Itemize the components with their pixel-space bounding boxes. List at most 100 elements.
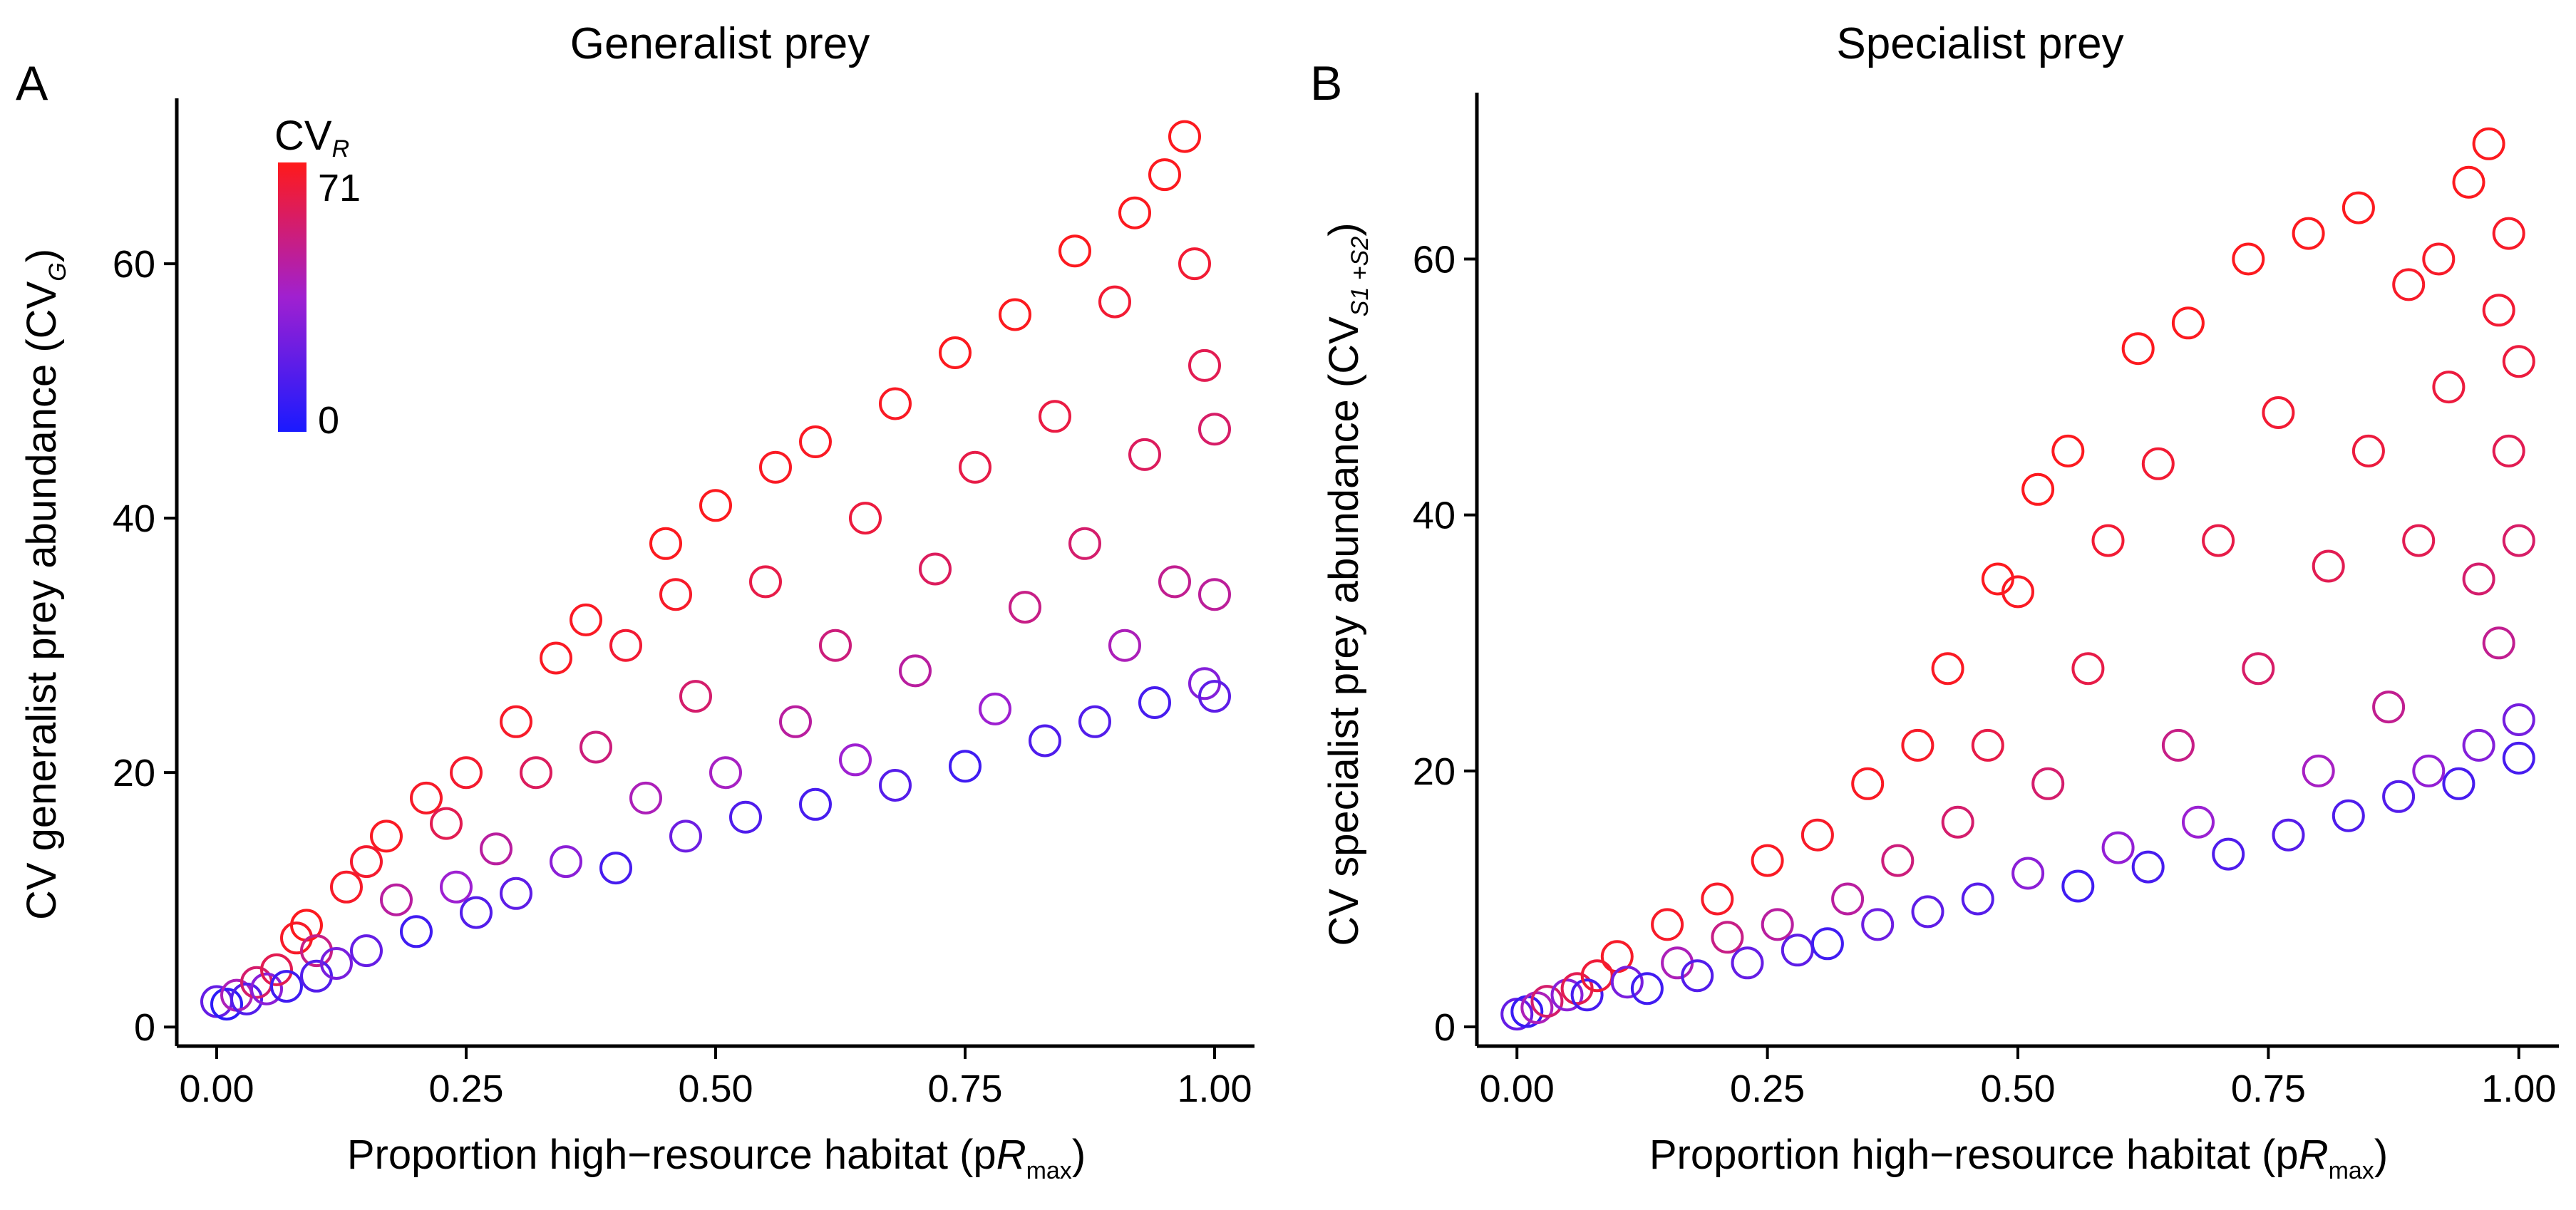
panel-b-point bbox=[2332, 799, 2365, 832]
panel-a-point bbox=[480, 832, 512, 866]
panel-a-point bbox=[270, 970, 303, 1003]
panel-a-point bbox=[649, 527, 682, 560]
panel-a-points bbox=[200, 120, 1231, 1021]
panel-a-point bbox=[729, 800, 762, 834]
panel-a-point bbox=[959, 450, 991, 484]
panel-a-point bbox=[370, 819, 403, 853]
panel-b-point bbox=[1831, 882, 1865, 916]
panel-b-point bbox=[2212, 837, 2245, 871]
panel-b-point bbox=[2202, 524, 2235, 557]
colorbar-legend: CVR 71 0 bbox=[274, 113, 361, 442]
panel-b-point bbox=[2462, 562, 2495, 596]
panel-b-xlabel-italic: R bbox=[2299, 1132, 2329, 1178]
panel-b-ylabel-main: CV specialist prey abundance (CV bbox=[1321, 316, 1367, 946]
panel-b-point bbox=[1781, 934, 1814, 967]
panel-a: A Generalist prey 0.00 0.25 0.50 0.75 1.00 0 2… bbox=[16, 19, 1254, 1184]
panel-b-xlabel-main: Proportion high−resource habitat (p bbox=[1649, 1132, 2299, 1178]
panel-b-point bbox=[2351, 434, 2385, 467]
panel-a-x-tick-label: 0.00 bbox=[179, 1067, 254, 1110]
panel-a-point bbox=[939, 336, 972, 369]
panel-b-point bbox=[2131, 850, 2165, 884]
panel-a-point bbox=[540, 641, 572, 675]
panel-a-point bbox=[1098, 285, 1131, 319]
panel-b-point bbox=[2302, 754, 2335, 787]
panel-b-y-tick-label: 60 bbox=[1413, 238, 1456, 281]
panel-b-point bbox=[1550, 978, 1584, 1012]
panel-a-point bbox=[799, 787, 832, 821]
panel-b-point bbox=[2182, 805, 2215, 839]
panel-a-point bbox=[1168, 120, 1201, 153]
panel-b-point bbox=[1861, 908, 1895, 941]
panel-a-point bbox=[1198, 413, 1231, 446]
panel-b-point bbox=[2061, 869, 2095, 903]
panel-a-y-tick-label: 0 bbox=[134, 1006, 155, 1049]
panel-b-ylabel-end: ) bbox=[1321, 222, 1367, 236]
colorbar-title: CVR bbox=[274, 113, 349, 162]
panel-a-point bbox=[500, 705, 532, 738]
panel-a-y-tick-label: 40 bbox=[113, 497, 155, 540]
panel-b-x-axis-label: Proportion high−resource habitat (pRmax) bbox=[1649, 1132, 2388, 1184]
panel-b-y-tick-label: 40 bbox=[1413, 495, 1456, 537]
panel-b-point bbox=[2161, 728, 2195, 762]
panel-a-xlabel-italic: R bbox=[996, 1132, 1026, 1178]
panel-a-point bbox=[380, 883, 413, 916]
panel-a-point bbox=[550, 845, 582, 879]
panel-b-point bbox=[1530, 985, 1564, 1018]
panel-b-point bbox=[2472, 127, 2505, 160]
panel-a-point bbox=[1158, 565, 1191, 599]
panel-a-point bbox=[629, 781, 662, 815]
panel-a-point bbox=[1198, 578, 1231, 611]
panel-b-point bbox=[1630, 972, 1664, 1005]
panel-a-point bbox=[1078, 705, 1111, 738]
panel-b-point bbox=[1520, 991, 1554, 1025]
panel-a-point bbox=[1148, 158, 1181, 192]
panel-b-point bbox=[2051, 434, 2085, 467]
panel-b-point bbox=[2502, 345, 2535, 378]
panel-b-point bbox=[2242, 652, 2275, 686]
panel-a-point bbox=[759, 450, 792, 484]
panel-a-point bbox=[410, 781, 443, 815]
panel-b-point bbox=[2432, 371, 2466, 404]
panel-a-x-tick-label: 0.75 bbox=[927, 1067, 1002, 1110]
panel-b-point bbox=[1681, 959, 1714, 993]
panel-b-point bbox=[1761, 908, 1794, 941]
panel-a-point bbox=[320, 947, 353, 980]
panel-b-point bbox=[1651, 908, 1684, 941]
panel-b-point bbox=[1881, 844, 1915, 877]
panel-a-y-tick-label: 60 bbox=[113, 243, 155, 286]
panel-b-point bbox=[2462, 728, 2495, 762]
colorbar-title-main: CV bbox=[274, 113, 332, 159]
panel-a-point bbox=[709, 756, 742, 790]
panel-a-point bbox=[879, 387, 912, 420]
panel-a-point bbox=[1118, 196, 1151, 229]
panel-b-point bbox=[2031, 767, 2065, 800]
panel-a-point bbox=[819, 629, 852, 662]
panel-a-title: Generalist prey bbox=[570, 19, 870, 68]
panel-a-point bbox=[579, 730, 612, 764]
panel-b-point bbox=[1810, 927, 1844, 961]
panel-a-point bbox=[1188, 348, 1221, 382]
panel-a-point bbox=[699, 489, 732, 522]
panel-a-point bbox=[500, 877, 532, 910]
panel-b-point bbox=[1500, 998, 1534, 1031]
panel-a-point bbox=[440, 870, 473, 904]
panel-b-point bbox=[2341, 191, 2375, 224]
panel-b-point bbox=[2011, 857, 2045, 890]
panel-a-point bbox=[849, 502, 882, 535]
panel-a-x-tick-label: 1.00 bbox=[1177, 1067, 1252, 1110]
panel-b-xlabel-end: ) bbox=[2374, 1132, 2388, 1178]
panel-b-point bbox=[1701, 882, 1734, 916]
panel-a-x-tick-label: 0.50 bbox=[678, 1067, 753, 1110]
panel-a-point bbox=[749, 565, 782, 599]
panel-b-point bbox=[1751, 844, 1784, 877]
panel-b-point bbox=[2232, 242, 2265, 276]
panel-b-point bbox=[2141, 447, 2175, 480]
panel-a-point bbox=[1029, 724, 1061, 757]
colorbar-min-label: 0 bbox=[318, 399, 339, 442]
colorbar-max-label: 71 bbox=[318, 167, 361, 210]
panel-a-point bbox=[1198, 680, 1231, 713]
panel-b-point bbox=[1610, 966, 1644, 999]
panel-a-point bbox=[839, 743, 872, 777]
panel-a-point bbox=[1138, 686, 1171, 719]
panel-a-point bbox=[679, 680, 712, 713]
